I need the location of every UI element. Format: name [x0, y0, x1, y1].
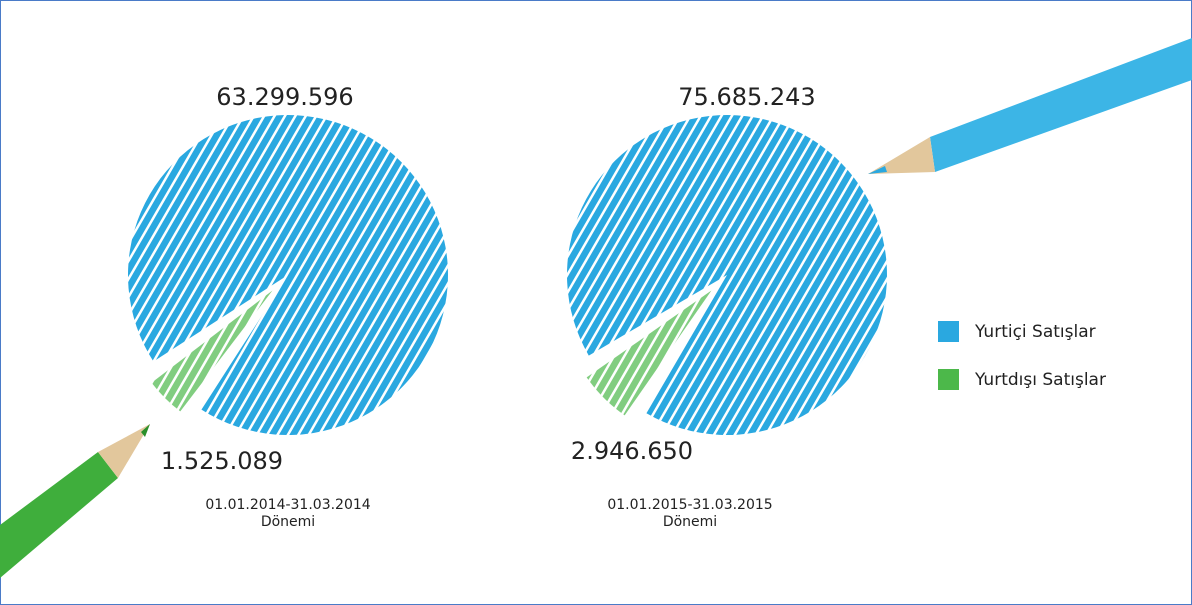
- period-label: Dönemi: [261, 514, 315, 530]
- legend-label: Yurtdışı Satışlar: [974, 370, 1106, 390]
- value-label: 2.946.650: [571, 437, 693, 465]
- value-label: 63.299.596: [216, 83, 353, 111]
- period-label: Dönemi: [663, 514, 717, 530]
- period-label: 01.01.2015-31.03.2015: [607, 497, 772, 513]
- chart: 63.299.596 1.525.089 01.01.2014-31.03.2014…: [0, 0, 1192, 605]
- legend-label: Yurtiçi Satışlar: [974, 322, 1096, 342]
- period-label: 01.01.2014-31.03.2014: [205, 497, 370, 513]
- legend-swatch: [938, 321, 959, 342]
- value-label: 75.685.243: [678, 83, 815, 111]
- value-label: 1.525.089: [161, 447, 283, 475]
- legend-swatch: [938, 369, 959, 390]
